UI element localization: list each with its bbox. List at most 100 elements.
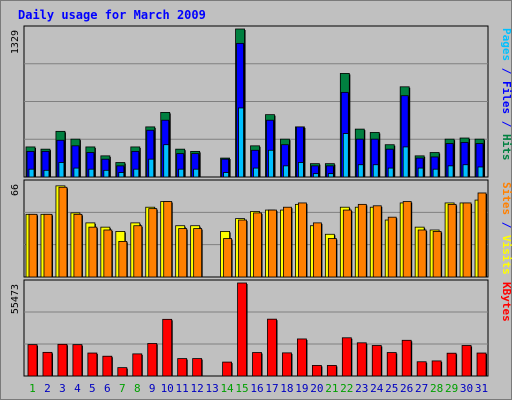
bar-sites-day-9 bbox=[148, 208, 158, 278]
x-tick-label: 21 bbox=[325, 382, 338, 395]
bar-pages-day-16 bbox=[253, 167, 259, 178]
x-tick-label: 28 bbox=[430, 382, 443, 395]
x-tick-label: 15 bbox=[235, 382, 248, 395]
bar-kbytes-day-20 bbox=[311, 365, 322, 377]
bar-kbytes-day-27 bbox=[416, 361, 427, 377]
bar-pages-day-19 bbox=[298, 162, 304, 178]
x-tick-label: 14 bbox=[220, 382, 234, 395]
legend-kbytes: KBytes bbox=[500, 282, 512, 322]
bar-kbytes-day-22 bbox=[341, 337, 352, 377]
bar-pages-day-21 bbox=[327, 173, 334, 178]
x-tick-label: 23 bbox=[355, 382, 368, 395]
bar-kbytes-day-24 bbox=[371, 345, 382, 377]
bar-pages-day-27 bbox=[417, 167, 424, 178]
x-tick-label: 12 bbox=[191, 382, 204, 395]
x-tick-label: 30 bbox=[460, 382, 473, 395]
x-tick-label: 29 bbox=[445, 382, 458, 395]
x-tick-label: 2 bbox=[44, 382, 51, 395]
bar-sites-day-22 bbox=[342, 209, 352, 278]
bar-pages-day-26 bbox=[402, 146, 409, 178]
bar-kbytes-day-9 bbox=[147, 343, 158, 377]
bar-pages-day-18 bbox=[283, 165, 289, 178]
bar-kbytes-day-5 bbox=[87, 352, 98, 377]
panel-legend-label: Pages / Files / Hits bbox=[500, 28, 512, 161]
panel-1: 1329 Pages / Files / Hits bbox=[10, 25, 512, 178]
x-tick-label: 4 bbox=[74, 382, 81, 395]
bar-kbytes-day-1 bbox=[27, 344, 38, 377]
bar-pages-day-29 bbox=[447, 165, 454, 178]
bar-pages-day-3 bbox=[58, 162, 65, 178]
legend-: / bbox=[500, 61, 512, 81]
bar-pages-day-14 bbox=[223, 172, 229, 178]
x-tick-label: 24 bbox=[370, 382, 384, 395]
bar-sites-day-1 bbox=[28, 213, 38, 278]
legend-pages: Pages bbox=[500, 28, 512, 61]
bar-kbytes-day-19 bbox=[297, 338, 307, 377]
bar-pages-day-10 bbox=[163, 144, 170, 178]
bar-sites-day-18 bbox=[283, 206, 292, 278]
bar-sites-day-7 bbox=[118, 240, 128, 278]
bar-kbytes-day-10 bbox=[162, 318, 173, 377]
bar-sites-day-8 bbox=[133, 225, 143, 278]
x-tick-label: 18 bbox=[280, 382, 293, 395]
legend-: / bbox=[500, 114, 512, 134]
bar-pages-day-15 bbox=[238, 107, 244, 178]
legend-hits: Hits bbox=[500, 134, 512, 161]
bar-pages-day-25 bbox=[387, 167, 394, 178]
bar-pages-day-5 bbox=[88, 168, 95, 178]
x-tick-label: 25 bbox=[385, 382, 398, 395]
bar-pages-day-9 bbox=[148, 158, 155, 178]
panel-legend-label: KBytes bbox=[500, 282, 512, 322]
bar-sites-day-19 bbox=[298, 202, 307, 278]
bar-sites-day-25 bbox=[387, 216, 397, 278]
bar-sites-day-3 bbox=[58, 186, 68, 278]
bar-pages-day-17 bbox=[268, 149, 274, 178]
bar-pages-day-2 bbox=[43, 169, 50, 178]
legend-sites: Sites bbox=[500, 182, 512, 215]
bar-sites-day-10 bbox=[163, 201, 173, 278]
x-tick-label: 6 bbox=[104, 382, 111, 395]
bar-kbytes-day-29 bbox=[446, 352, 457, 377]
x-tick-label: 22 bbox=[340, 382, 353, 395]
x-tick-label: 10 bbox=[161, 382, 174, 395]
ymax-label: 66 bbox=[10, 184, 21, 196]
bar-kbytes-day-23 bbox=[356, 342, 367, 377]
bar-kbytes-day-14 bbox=[222, 361, 232, 377]
x-tick-label: 13 bbox=[205, 382, 218, 395]
x-tick-label: 17 bbox=[265, 382, 278, 395]
bar-kbytes-day-8 bbox=[132, 353, 143, 377]
x-tick-label: 7 bbox=[119, 382, 126, 395]
bar-pages-day-30 bbox=[462, 164, 469, 178]
bar-pages-day-31 bbox=[477, 166, 484, 178]
bar-sites-day-16 bbox=[253, 212, 262, 278]
ymax-label: 55473 bbox=[10, 284, 21, 314]
bar-sites-day-29 bbox=[447, 203, 457, 278]
legend-files: Files bbox=[500, 81, 512, 114]
bar-sites-day-17 bbox=[268, 209, 277, 278]
bar-kbytes-day-11 bbox=[177, 358, 188, 377]
bar-sites-day-11 bbox=[178, 228, 188, 278]
bar-kbytes-day-31 bbox=[476, 352, 487, 377]
bar-pages-day-22 bbox=[342, 133, 349, 178]
bar-pages-day-24 bbox=[372, 164, 379, 178]
bar-kbytes-day-7 bbox=[117, 367, 128, 377]
bar-sites-day-28 bbox=[432, 231, 442, 278]
ymax-label: 1329 bbox=[10, 30, 21, 54]
bar-sites-day-26 bbox=[402, 201, 412, 278]
x-tick-label: 27 bbox=[415, 382, 428, 395]
bar-sites-day-23 bbox=[357, 203, 367, 278]
x-tick-label: 19 bbox=[295, 382, 308, 395]
bar-kbytes-day-30 bbox=[461, 345, 472, 377]
bar-pages-day-11 bbox=[178, 168, 185, 178]
bar-sites-day-31 bbox=[477, 192, 487, 278]
bar-kbytes-day-18 bbox=[282, 352, 292, 377]
bar-kbytes-day-3 bbox=[57, 343, 68, 377]
panel-2: 66 Sites / Visits bbox=[10, 179, 512, 278]
x-tick-label: 11 bbox=[176, 382, 189, 395]
bar-pages-day-23 bbox=[357, 164, 364, 178]
panel-legend-label: Sites / Visits bbox=[500, 182, 512, 275]
x-tick-label: 8 bbox=[134, 382, 141, 395]
bar-kbytes-day-2 bbox=[42, 351, 53, 377]
bar-pages-day-7 bbox=[118, 172, 125, 178]
